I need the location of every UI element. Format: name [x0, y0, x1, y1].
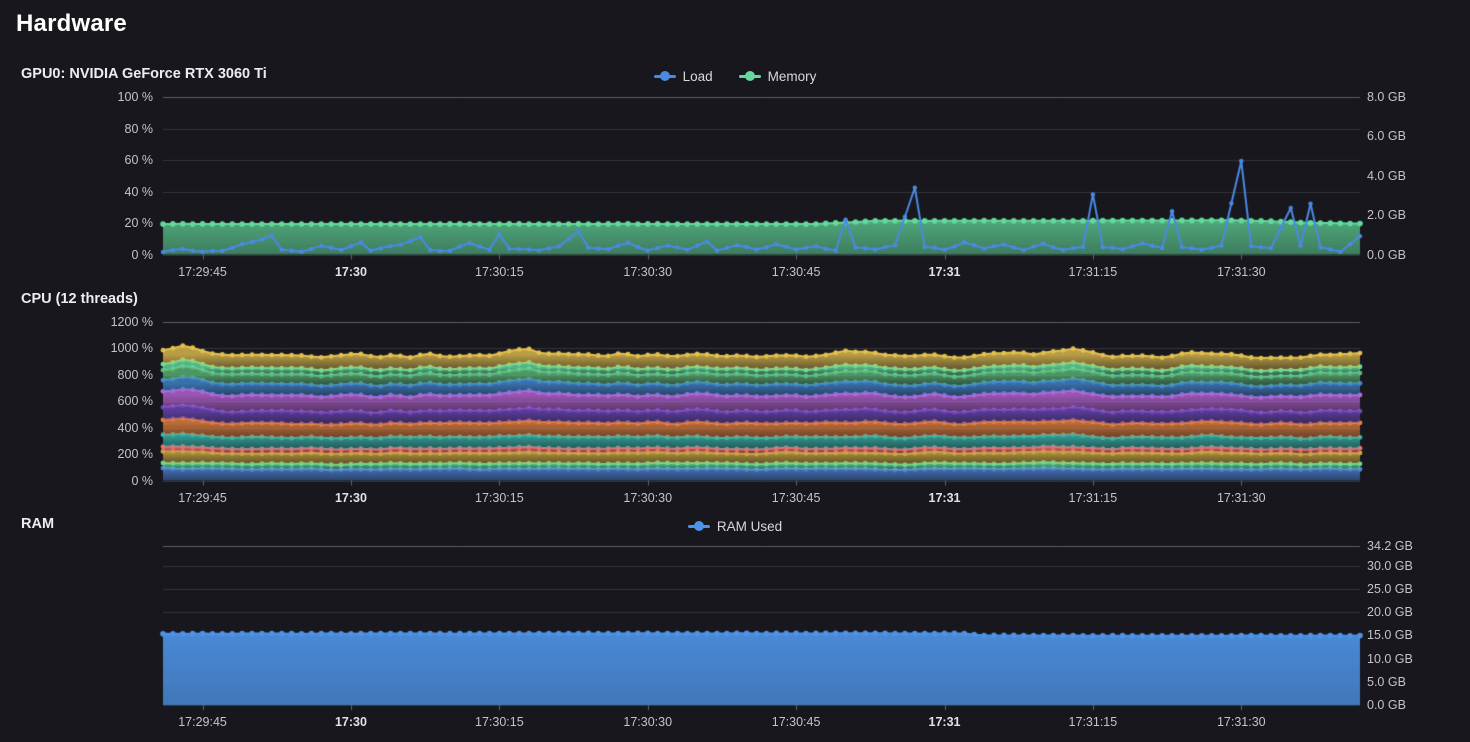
gpu-x-tick-label: 17:30:30	[623, 264, 673, 279]
gpu-left-tick-label: 0 %	[131, 247, 153, 262]
load-legend-marker-icon	[653, 71, 676, 81]
gpu-right-tick-label: 8.0 GB	[1367, 90, 1406, 104]
gpu-x-tick-label: 17:29:45	[178, 264, 227, 279]
ram-chart-title: RAM	[21, 516, 55, 532]
ram-chart-canvas[interactable]	[155, 537, 1370, 717]
cpu-chart-title: CPU (12 threads)	[21, 291, 138, 307]
memory-legend-marker-icon	[738, 71, 761, 81]
ram-x-tick-label: 17:30:30	[623, 715, 673, 729]
ram-right-tick-label: 34.2 GB	[1367, 539, 1413, 553]
gpu-x-tick-label: 17:30:45	[771, 264, 821, 279]
gpu-x-tick-label: 17:30	[334, 264, 367, 279]
ram-x-tick-label: 17:31:30	[1216, 715, 1266, 729]
ram-right-tick-label: 5.0 GB	[1367, 674, 1406, 689]
cpu-left-tick-label: 800 %	[117, 367, 153, 382]
cpu-left-tick-label: 600 %	[117, 394, 153, 409]
gpu-right-tick-label: 6.0 GB	[1367, 129, 1406, 144]
gpu-x-tick-label: 17:31	[928, 264, 961, 279]
cpu-x-tick-label: 17:30:15	[475, 490, 524, 505]
gpu-right-tick-label: 4.0 GB	[1367, 168, 1406, 183]
cpu-x-tick-label: 17:31	[928, 490, 961, 505]
gpu-chart-canvas[interactable]	[155, 88, 1370, 268]
cpu-x-tick-label: 17:30:30	[623, 490, 673, 505]
legend-label-ram-used: RAM Used	[716, 518, 783, 534]
ram-right-tick-label: 10.0 GB	[1367, 651, 1413, 666]
ram-x-tick-label: 17:31:15	[1068, 715, 1118, 729]
cpu-x-tick-label: 17:31:30	[1216, 490, 1266, 505]
legend-item-ram-used[interactable]: RAM Used	[687, 518, 783, 534]
cpu-x-tick-label: 17:30	[334, 490, 367, 505]
page-title: Hardware	[16, 10, 127, 37]
ram-x-tick-label: 17:30:45	[771, 715, 821, 729]
cpu-left-tick-label: 400 %	[117, 420, 153, 435]
cpu-x-tick-label: 17:31:15	[1068, 490, 1118, 505]
cpu-left-tick-label: 1000 %	[110, 341, 153, 356]
ram-x-tick-label: 17:31	[928, 715, 961, 729]
ram-x-tick-label: 17:29:45	[178, 715, 227, 729]
ram-chart-legend: RAM Used	[0, 516, 1470, 536]
gpu-x-tick-label: 17:30:15	[475, 264, 524, 279]
gpu-right-tick-label: 0.0 GB	[1367, 247, 1406, 262]
gpu-x-tick-label: 17:31:30	[1216, 264, 1266, 279]
cpu-left-tick-label: 200 %	[117, 447, 153, 462]
ram-x-tick-label: 17:30	[334, 715, 367, 729]
legend-item-memory[interactable]: Memory	[738, 68, 817, 84]
gpu-left-tick-label: 80 %	[124, 121, 154, 136]
gpu-left-tick-label: 100 %	[117, 90, 153, 104]
ram-used-legend-marker-icon	[687, 521, 710, 531]
ram-right-tick-label: 0.0 GB	[1367, 698, 1406, 712]
gpu-chart-title: GPU0: NVIDIA GeForce RTX 3060 Ti	[21, 66, 267, 82]
gpu-chart-legend: Load Memory	[0, 66, 1470, 86]
legend-item-load[interactable]: Load	[653, 68, 713, 84]
cpu-left-tick-label: 1200 %	[110, 315, 153, 329]
gpu-left-tick-label: 20 %	[124, 216, 154, 230]
gpu-right-tick-label: 2.0 GB	[1367, 208, 1406, 223]
gpu-left-tick-label: 40 %	[124, 184, 154, 199]
ram-right-tick-label: 25.0 GB	[1367, 581, 1413, 596]
cpu-x-tick-label: 17:29:45	[178, 490, 227, 505]
cpu-left-tick-label: 0 %	[131, 473, 153, 488]
legend-label-load: Load	[682, 68, 713, 84]
ram-x-tick-label: 17:30:15	[475, 715, 524, 729]
legend-label-memory: Memory	[767, 68, 817, 84]
ram-right-tick-label: 30.0 GB	[1367, 558, 1413, 573]
ram-right-tick-label: 20.0 GB	[1367, 605, 1413, 620]
cpu-chart-canvas[interactable]	[155, 313, 1370, 493]
gpu-x-tick-label: 17:31:15	[1068, 264, 1118, 279]
cpu-x-tick-label: 17:30:45	[771, 490, 821, 505]
gpu-left-tick-label: 60 %	[124, 153, 154, 167]
ram-right-tick-label: 15.0 GB	[1367, 628, 1413, 643]
